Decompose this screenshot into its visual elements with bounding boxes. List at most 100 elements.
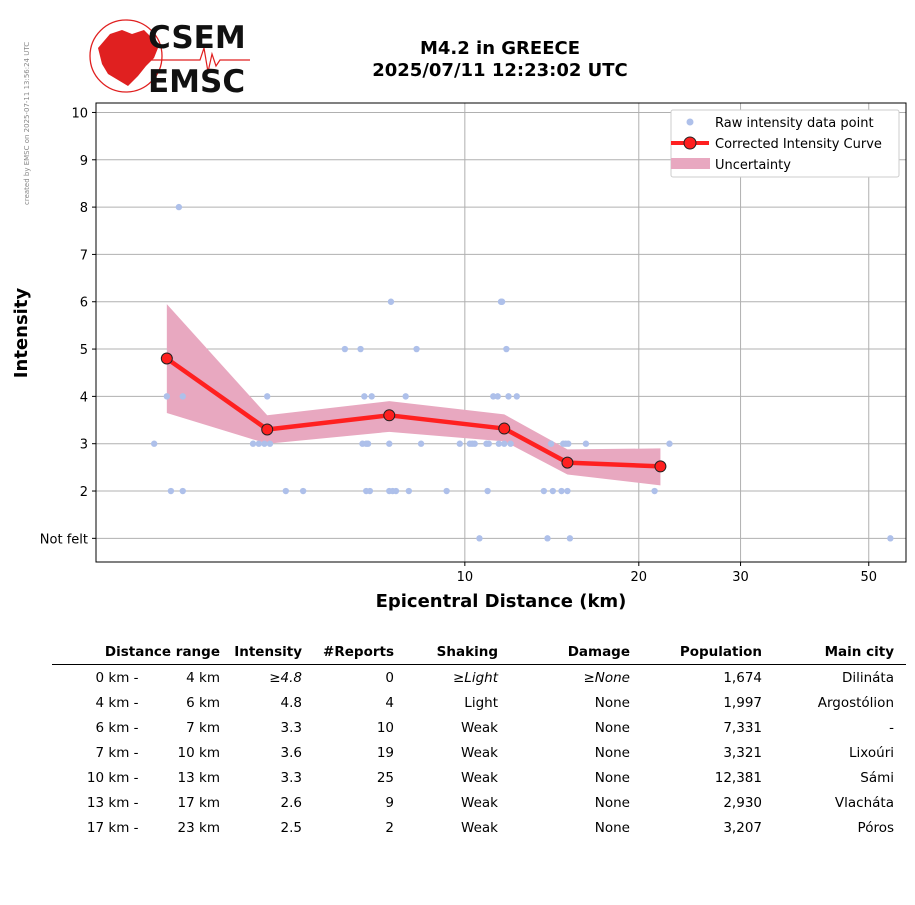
raw-data-point — [503, 345, 510, 353]
raw-data-point — [175, 203, 183, 211]
raw-data-point — [565, 440, 572, 447]
x-tick-label: 10 — [457, 570, 474, 585]
legend-curve-marker — [683, 136, 697, 150]
y-tick-label: 4 — [80, 390, 88, 405]
plot-frame — [95, 102, 907, 563]
raw-data-point — [485, 440, 492, 447]
table-header-row: Distance range Intensity #Reports Shakin… — [52, 640, 906, 665]
raw-data-point — [507, 440, 514, 447]
intensity-table: Distance range Intensity #Reports Shakin… — [52, 640, 906, 840]
cell-shaking: Light — [464, 694, 498, 711]
cell-range-from: 6 km - — [95, 719, 139, 736]
raw-data-point — [566, 535, 574, 542]
cell-intensity: 3.3 — [280, 769, 302, 786]
raw-data-point — [368, 393, 375, 400]
cell-main-city: Lixoúri — [849, 744, 894, 761]
logo-line2: EMSC — [148, 64, 245, 98]
y-tick-label: 10 — [71, 106, 88, 121]
cell-range-to: 13 km — [177, 769, 220, 786]
x-tick-label: 20 — [631, 570, 648, 585]
cell-damage: ≥None — [583, 669, 630, 686]
header-distance-range: Distance range — [104, 644, 220, 660]
cell-shaking: Weak — [461, 794, 498, 811]
raw-data-point — [386, 440, 393, 447]
cell-reports: 9 — [385, 794, 394, 811]
raw-data-point — [887, 535, 894, 542]
y-tick-label: 5 — [80, 343, 88, 358]
cell-range-to: 10 km — [177, 744, 220, 761]
raw-data-point — [495, 440, 503, 447]
cell-damage: None — [594, 694, 630, 711]
raw-data-point — [357, 345, 364, 353]
y-tick-label: 6 — [80, 296, 88, 311]
curve-marker — [160, 352, 173, 365]
cell-range-to: 17 km — [177, 794, 220, 811]
cell-shaking: ≥Light — [452, 669, 498, 686]
cell-damage: None — [594, 769, 630, 786]
header-main-city: Main city — [824, 644, 894, 660]
cell-damage: None — [594, 744, 630, 761]
y-tick-label: 8 — [80, 201, 88, 216]
cell-range-from: 0 km - — [95, 669, 139, 686]
raw-data-point — [163, 393, 171, 400]
cell-population: 1,674 — [723, 669, 762, 686]
raw-data-point — [443, 487, 450, 495]
raw-data-point — [266, 440, 274, 447]
header-damage: Damage — [567, 644, 630, 660]
raw-data-point — [341, 345, 349, 353]
cell-main-city: Póros — [857, 819, 894, 836]
cell-range-to: 23 km — [177, 819, 220, 836]
chart-title-line2: 2025/07/11 12:23:02 UTC — [372, 60, 628, 81]
table-row: 0 km - 4 km ≥4.8 0 ≥Light ≥None 1,674 Dilináta — [52, 665, 906, 691]
table-row: 4 km - 6 km 4.8 4 Light None 1,997 Argostólion — [52, 690, 906, 715]
raw-data-point — [582, 440, 590, 447]
cell-shaking: Weak — [461, 744, 498, 761]
y-tick-label: 7 — [80, 248, 88, 263]
raw-data-point — [366, 487, 374, 495]
raw-data-point — [549, 487, 557, 495]
cell-range-from: 4 km - — [95, 694, 139, 711]
raw-data-point — [564, 487, 571, 495]
x-tick-label: 50 — [860, 570, 877, 585]
corrected-curve-line — [165, 356, 661, 469]
cell-range-to: 6 km — [186, 694, 220, 711]
raw-data-point — [255, 440, 263, 447]
raw-data-point — [282, 487, 290, 495]
cell-reports: 10 — [376, 719, 394, 736]
raw-data-point — [484, 487, 491, 495]
uncertainty-layer — [166, 304, 661, 486]
y-axis-label: Intensity — [11, 288, 32, 379]
raw-data-point — [513, 393, 520, 400]
y-tick-label: 2 — [80, 485, 88, 500]
cell-population: 1,997 — [723, 694, 762, 711]
cell-range-from: 17 km - — [86, 819, 139, 836]
curve-marker — [383, 409, 396, 422]
cell-shaking: Weak — [461, 769, 498, 786]
raw-data-point — [456, 440, 463, 447]
y-tick-label: 9 — [80, 154, 88, 169]
raw-data-point — [494, 393, 501, 400]
cell-range-from: 13 km - — [86, 794, 139, 811]
legend-raw-marker — [686, 118, 694, 126]
cell-intensity: 4.8 — [280, 694, 302, 711]
raw-data-point — [392, 487, 400, 495]
cell-intensity: 2.6 — [280, 794, 302, 811]
header-population: Population — [679, 644, 762, 660]
x-tick-label: 30 — [732, 570, 749, 585]
y-tick-label: 3 — [80, 438, 88, 453]
raw-data-point — [402, 393, 409, 400]
cell-population: 3,321 — [723, 744, 762, 761]
cell-shaking: Weak — [461, 719, 498, 736]
curve-marker — [261, 423, 274, 436]
raw-data-point — [413, 345, 420, 353]
cell-reports: 25 — [376, 769, 394, 786]
legend-curve-label: Corrected Intensity Curve — [715, 137, 882, 152]
raw-data-point — [417, 440, 425, 447]
legend-raw-label: Raw intensity data point — [715, 116, 874, 131]
table-body: 0 km - 4 km ≥4.8 0 ≥Light ≥None 1,674 Dilináta 4… — [52, 665, 906, 841]
raw-data-point — [471, 440, 478, 447]
table-row: 7 km - 10 km 3.6 19 Weak None 3,321 Lixoúri — [52, 740, 906, 765]
cell-population: 2,930 — [723, 794, 762, 811]
raw-data-point — [249, 440, 257, 447]
curve-marker — [498, 422, 511, 435]
